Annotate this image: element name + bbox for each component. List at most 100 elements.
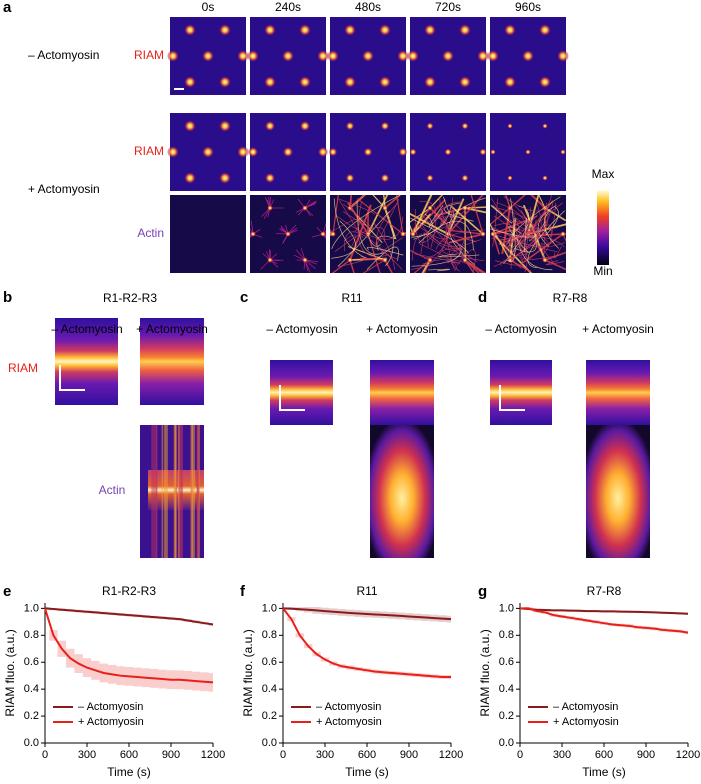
series-line — [282, 607, 452, 621]
filament — [428, 268, 450, 272]
dot — [424, 24, 436, 36]
filament — [362, 259, 386, 273]
scale-bar — [59, 365, 85, 391]
streak — [196, 425, 200, 558]
filament — [447, 233, 477, 243]
series-line — [44, 608, 214, 684]
dot — [407, 50, 419, 62]
filament — [376, 198, 400, 245]
x-tick-label: 1200 — [439, 749, 463, 761]
x-axis-label: Time (s) — [107, 765, 151, 779]
condition-label: – Actomyosin — [28, 48, 99, 62]
x-tick-label: 600 — [120, 749, 138, 761]
filament — [492, 198, 498, 247]
filament — [492, 203, 542, 233]
dot — [264, 172, 276, 184]
dot — [542, 123, 548, 129]
time-label: 480s — [355, 0, 381, 14]
streak — [165, 425, 168, 558]
filament — [514, 218, 524, 255]
condition-label: + Actomyosin — [366, 322, 438, 336]
dot — [461, 174, 469, 182]
legend-label: + Actomyosin — [78, 716, 144, 728]
y-tick-label: 0.6 — [24, 656, 39, 668]
filament — [367, 233, 381, 273]
dot — [237, 146, 249, 158]
filament — [384, 195, 402, 209]
filament — [450, 239, 482, 272]
chart-title: R7-R8 — [587, 584, 622, 598]
dot — [184, 172, 196, 184]
dot — [250, 231, 256, 237]
filament — [520, 209, 529, 223]
images — [55, 17, 650, 558]
kymograph — [370, 360, 434, 425]
dot — [219, 120, 231, 132]
filament — [331, 259, 351, 273]
dot — [219, 24, 231, 36]
filament — [439, 195, 472, 260]
chart-title: R1-R2-R3 — [102, 584, 156, 598]
x-axis-label: Time (s) — [582, 765, 626, 779]
time-label: 240s — [275, 0, 301, 14]
actin-network — [490, 195, 566, 273]
filament — [562, 233, 566, 243]
streak — [178, 425, 182, 558]
dot — [525, 149, 531, 155]
streak — [151, 425, 155, 558]
filament — [538, 195, 546, 209]
dot — [560, 149, 566, 155]
filament — [423, 232, 465, 251]
filament — [509, 259, 532, 273]
dot — [461, 122, 469, 130]
x-tick-label: 300 — [316, 749, 334, 761]
filament — [413, 213, 433, 240]
x-tick-label: 600 — [595, 749, 613, 761]
dot — [426, 122, 434, 130]
filament — [506, 228, 545, 261]
filament — [338, 199, 364, 238]
dot — [382, 257, 388, 263]
dot — [427, 205, 433, 211]
channel-label: RIAM — [134, 48, 164, 62]
filament — [493, 200, 554, 267]
filament — [510, 202, 563, 269]
dot — [504, 24, 516, 36]
filament — [410, 212, 449, 235]
legend-label: – Actomyosin — [316, 701, 381, 713]
dot — [557, 50, 569, 62]
dot — [267, 205, 273, 211]
filament — [366, 246, 399, 270]
dot — [317, 50, 329, 62]
filament — [429, 195, 444, 209]
filament — [543, 202, 557, 254]
dot — [344, 24, 356, 36]
legend-label: – Actomyosin — [553, 701, 618, 713]
x-tick-label: 1200 — [676, 749, 700, 761]
filament — [342, 203, 373, 230]
dot — [184, 24, 196, 36]
filament — [334, 227, 386, 252]
filament — [428, 204, 444, 227]
charts: e R1-R2-R3 0.0 0.2 0.4 0.6 0.8 1.0 0 300 600 900 120… — [3, 583, 700, 779]
filament — [376, 235, 397, 251]
filament — [410, 197, 453, 270]
dot — [202, 146, 214, 158]
dot — [444, 148, 452, 156]
filament — [418, 218, 448, 240]
filament — [331, 195, 401, 250]
filament — [506, 202, 549, 234]
condition-label: + Actomyosin — [28, 182, 100, 196]
dot — [184, 120, 196, 132]
panel-label: e — [3, 583, 11, 600]
dot — [328, 147, 338, 157]
y-tick-label: 0.8 — [262, 629, 277, 641]
x-tick-label: 900 — [400, 749, 418, 761]
y-tick-label: 0.6 — [499, 656, 514, 668]
filament — [527, 233, 564, 237]
actin-network — [250, 196, 326, 273]
streak — [174, 425, 177, 558]
time-label: 960s — [515, 0, 541, 14]
dot — [490, 149, 496, 155]
filament — [538, 205, 557, 247]
